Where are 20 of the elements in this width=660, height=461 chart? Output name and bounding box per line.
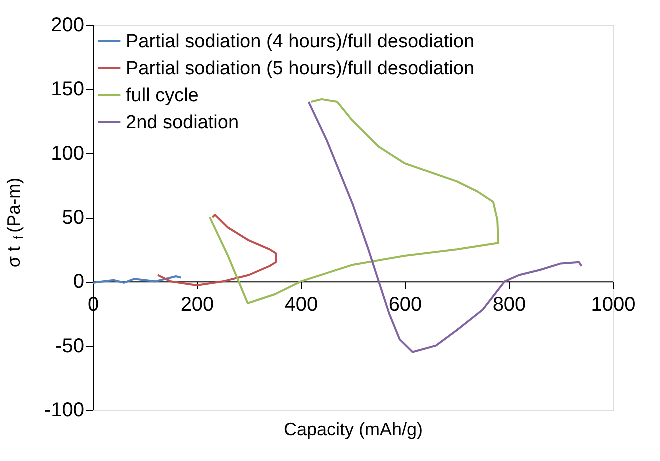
y-tick-label: 0 <box>73 271 84 294</box>
y-tick-label: -100 <box>44 400 84 422</box>
x-axis-title: Capacity (mAh/g) <box>284 420 424 440</box>
x-tick-label: 600 <box>388 294 422 316</box>
legend-label: 2nd sodiation <box>126 112 240 134</box>
line-series <box>92 276 182 284</box>
y-tick-label: 150 <box>51 78 84 101</box>
y-tick-label: 50 <box>62 207 84 229</box>
y-tick-label: 200 <box>51 14 84 36</box>
x-tick-label: 1000 <box>591 294 636 316</box>
x-tick-label: 800 <box>492 294 526 316</box>
y-axis-title: σ tf (Pa-m) <box>4 178 26 268</box>
line-series <box>157 214 278 287</box>
legend-label: Partial sodiation (5 hours)/full desodiation <box>126 58 475 80</box>
y-tick-label: 100 <box>51 142 84 165</box>
legend-label: Partial sodiation (4 hours)/full desodiation <box>126 32 475 52</box>
y-tick-label: -50 <box>56 335 84 358</box>
legend-label: full cycle <box>126 86 199 106</box>
x-tick-label: 400 <box>284 294 318 316</box>
x-tick-label: 200 <box>180 294 214 316</box>
